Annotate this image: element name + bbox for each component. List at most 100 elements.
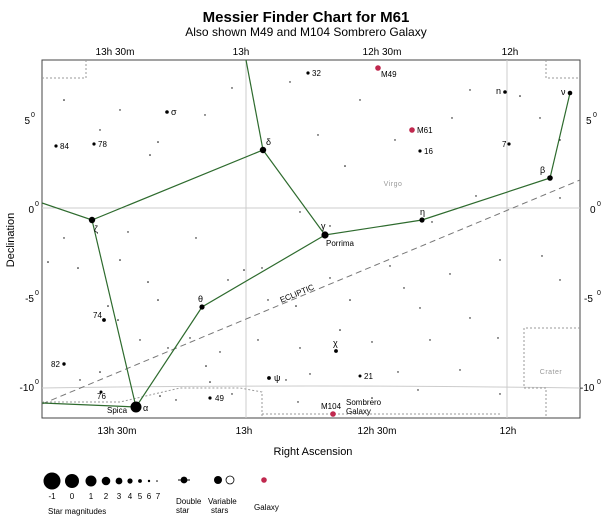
- legend-mag-4: [127, 478, 133, 484]
- label-theta: θ: [198, 294, 203, 304]
- top-tick-13h30m: 13h 30m: [96, 47, 135, 58]
- label-21: 21: [364, 372, 373, 381]
- label-82: 82: [51, 360, 60, 369]
- galaxy-m49-marker: [375, 65, 381, 71]
- galaxies: [330, 65, 415, 417]
- legend-magnitude-dots: [43, 472, 158, 490]
- label-32: 32: [312, 69, 321, 78]
- right-tick-minus5: -5: [584, 294, 593, 305]
- label-beta: β: [540, 165, 545, 175]
- star-porrima: [321, 231, 329, 239]
- ecliptic-line: [42, 179, 580, 405]
- legend-mag-label-0: 0: [70, 492, 75, 501]
- label-galaxy: Galaxy: [346, 407, 371, 416]
- bright-stars: [54, 71, 573, 413]
- region-crater: Crater: [540, 369, 563, 376]
- legend-mag-6: [147, 479, 151, 483]
- region-virgo: Virgo: [384, 181, 403, 188]
- boundary-crater: [523, 327, 580, 418]
- legend-magnitudes-title: Star magnitudes: [48, 507, 106, 516]
- label-16: 16: [424, 147, 433, 156]
- left-tick-5: 5: [24, 116, 30, 127]
- bottom-tick-12h: 12h: [500, 426, 517, 437]
- star-n: [503, 90, 507, 94]
- star-nu: [567, 90, 573, 96]
- star-beta: [547, 175, 553, 181]
- faint-stars: [47, 81, 561, 403]
- legend-mag-5: [138, 479, 142, 483]
- label-alpha: α: [143, 403, 148, 413]
- left-tick-minus5: -5: [25, 294, 34, 305]
- label-delta: δ: [266, 137, 271, 147]
- label-gamma: γ: [321, 221, 326, 231]
- label-sigma: σ: [171, 107, 177, 117]
- grid-dec-minus10: [42, 385, 580, 389]
- star-chi: [334, 349, 338, 353]
- label-m104: M104: [321, 402, 342, 411]
- plot-frame: [41, 59, 581, 419]
- legend-variable-star-icon-filled: [214, 476, 222, 484]
- left-tick-minus5-deg: 0: [35, 290, 39, 297]
- bottom-tick-13h: 13h: [236, 426, 253, 437]
- star-76: [99, 390, 103, 394]
- legend-mag-3: [115, 477, 123, 485]
- chart-subtitle: Also shown M49 and M104 Sombrero Galaxy: [185, 25, 426, 39]
- virgo-line-south: [91, 219, 326, 409]
- label-74: 74: [93, 311, 102, 320]
- star-zeta: [88, 216, 96, 224]
- label-eta: η: [420, 207, 425, 217]
- label-49: 49: [215, 394, 224, 403]
- legend-double-label-1: Double: [176, 497, 202, 506]
- label-sombrero: Sombrero: [346, 398, 382, 407]
- legend-variable-star-icon-open: [225, 475, 235, 485]
- label-m49: M49: [381, 70, 397, 79]
- left-tick-minus10-deg: 0: [35, 379, 39, 386]
- galaxy-m104-marker: [330, 411, 336, 417]
- left-tick-0-deg: 0: [35, 201, 39, 208]
- x-axis-title: Right Ascension: [274, 446, 353, 458]
- label-porrima: Porrima: [326, 239, 355, 248]
- legend-variable-label-2: stars: [211, 506, 228, 515]
- star-7: [507, 142, 511, 146]
- boundary-bottom: [42, 387, 263, 418]
- star-theta: [199, 304, 205, 310]
- legend-mag-label-2: 2: [104, 492, 109, 501]
- left-tick-0: 0: [28, 205, 34, 216]
- legend-mag-2: [101, 476, 111, 486]
- star-32: [306, 71, 310, 75]
- legend-mag-label-6: 6: [147, 492, 152, 501]
- legend-double-label-2: star: [176, 506, 190, 515]
- label-7: 7: [502, 140, 507, 149]
- bottom-tick-13h30m: 13h 30m: [98, 426, 137, 437]
- right-tick-0: 0: [590, 205, 596, 216]
- chart-title: Messier Finder Chart for M61: [203, 9, 410, 26]
- right-tick-minus10-deg: 0: [597, 379, 601, 386]
- galaxy-labels: M61 M49 M104 Sombrero Galaxy: [321, 70, 433, 416]
- legend-galaxy-icon: [261, 477, 267, 483]
- right-tick-minus10: -10: [580, 383, 595, 394]
- right-dec-ticks: 5 0 0 0 -5 0 -10 0: [580, 112, 601, 394]
- right-tick-0-deg: 0: [597, 201, 601, 208]
- star-spica: [130, 401, 142, 413]
- virgo-line-spica-west: [42, 402, 137, 408]
- legend-mag-label-4: 4: [128, 492, 133, 501]
- constellation-boundaries: [42, 60, 580, 418]
- star-delta: [259, 146, 267, 154]
- galaxy-m61-marker: [409, 127, 415, 133]
- right-tick-minus5-deg: 0: [597, 290, 601, 297]
- label-chi: χ: [333, 338, 338, 348]
- legend-mag--1: [43, 472, 61, 490]
- label-m61: M61: [417, 126, 433, 135]
- bottom-tick-12h30m: 12h 30m: [358, 426, 397, 437]
- virgo-line-delta-top: [245, 60, 264, 151]
- right-tick-5-deg: 0: [593, 112, 597, 119]
- left-tick-5-deg: 0: [31, 112, 35, 119]
- y-axis-title: Declination: [5, 213, 17, 267]
- left-dec-ticks: 5 0 0 0 -5 0 -10 0: [20, 112, 39, 394]
- greek-labels: α Spica γ Porrima δ ζ θ η β ν n σ ψ χ: [94, 86, 566, 415]
- plot-area: Virgo Crater ECLIPTIC α Spica γ Porrima …: [41, 59, 581, 419]
- legend-mag-label-5: 5: [138, 492, 143, 501]
- legend-galaxy-label: Galaxy: [254, 503, 279, 512]
- coordinate-grid: [42, 60, 580, 418]
